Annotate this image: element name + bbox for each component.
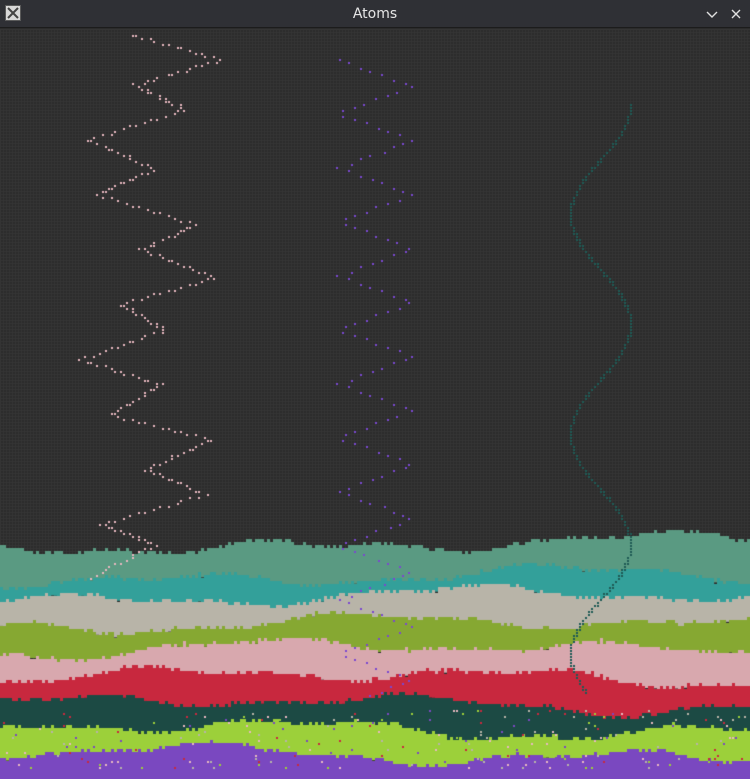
minimize-button[interactable] bbox=[702, 4, 722, 24]
window-title: Atoms bbox=[352, 5, 398, 22]
close-button[interactable] bbox=[726, 4, 746, 24]
x-app-icon bbox=[5, 5, 21, 21]
simulation-canvas[interactable] bbox=[0, 29, 750, 779]
simulation-area[interactable] bbox=[0, 29, 750, 779]
close-icon bbox=[731, 9, 741, 19]
chevron-down-icon bbox=[706, 11, 718, 18]
title-bar[interactable]: Atoms bbox=[0, 0, 750, 28]
